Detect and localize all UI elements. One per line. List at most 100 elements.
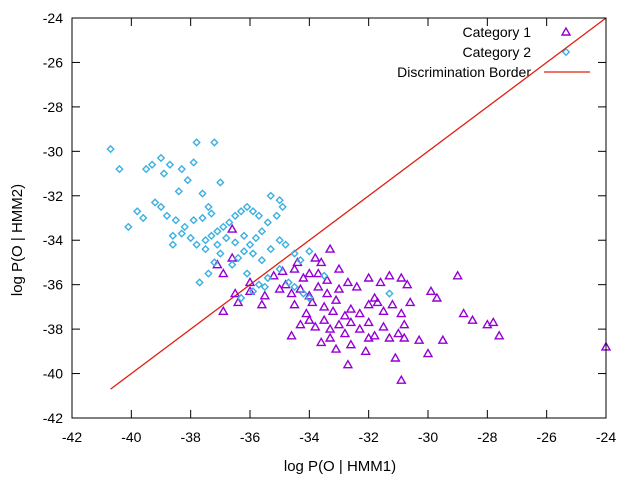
category-1-point — [339, 328, 351, 338]
category-2-point — [239, 247, 249, 256]
category-2-point — [168, 240, 178, 249]
category-2-point — [165, 160, 175, 169]
x-tick-label: -28 — [477, 429, 497, 445]
category-2-point — [106, 144, 115, 154]
category-1-point — [363, 332, 374, 342]
category-1-point — [375, 277, 386, 287]
category-2-point — [281, 240, 290, 249]
category-1-point — [218, 268, 229, 278]
category-2-point — [225, 218, 234, 227]
category-1-point — [339, 310, 351, 320]
category-1-point — [324, 332, 336, 342]
category-1-point — [298, 272, 309, 282]
category-2-point — [189, 216, 198, 225]
category-2-point — [115, 164, 124, 174]
category-1-point — [304, 268, 315, 278]
category-2-point — [174, 187, 183, 196]
category-1-point — [422, 348, 434, 358]
category-1-point — [378, 321, 389, 331]
category-1-point — [324, 243, 336, 253]
category-2-point — [263, 273, 272, 283]
category-2-point — [236, 293, 246, 303]
category-1-point — [404, 297, 416, 307]
category-2-point — [213, 240, 222, 249]
category-2-point — [150, 198, 160, 207]
category-2-point — [305, 247, 314, 256]
category-2-point — [266, 244, 275, 254]
category-2-point — [156, 153, 166, 163]
category-1-point — [289, 299, 300, 309]
category-2-point — [248, 249, 258, 258]
x-tick-label: -30 — [418, 429, 438, 445]
plot-frame — [71, 17, 607, 419]
category-2-point — [275, 196, 284, 205]
category-1-point — [431, 292, 443, 302]
category-2-point — [192, 138, 201, 147]
category-2-point — [275, 236, 284, 245]
category-2-point — [305, 293, 314, 303]
y-tick-label: -28 — [43, 99, 63, 115]
category-1-point — [390, 352, 401, 362]
category-1-point — [351, 281, 363, 291]
category-2-point — [257, 227, 267, 236]
category-1-point — [396, 374, 407, 384]
category-2-point — [222, 233, 231, 243]
plot-area — [106, 17, 612, 390]
legend-label-category-1: Category 1 — [463, 24, 532, 40]
category-2-point — [180, 222, 189, 232]
category-1-point — [310, 321, 321, 331]
category-1-point — [321, 274, 333, 284]
category-2-point — [263, 218, 272, 227]
category-1-point — [226, 223, 238, 233]
category-1-point — [345, 339, 357, 349]
category-1-point — [244, 277, 256, 287]
category-2-point — [266, 191, 275, 200]
category-2-point — [239, 231, 249, 240]
category-1-point — [467, 314, 478, 324]
y-tick-label: -34 — [43, 232, 63, 248]
category-1-point — [413, 334, 425, 344]
category-2-point — [201, 236, 210, 245]
category-2-point — [248, 207, 258, 216]
category-2-point — [192, 240, 201, 249]
category-2-point — [233, 253, 243, 263]
category-2-point — [171, 216, 181, 225]
category-2-point — [272, 211, 281, 220]
legend-label-border: Discrimination Border — [397, 64, 531, 80]
category-1-point — [425, 285, 437, 296]
category-1-point — [256, 299, 268, 309]
category-1-point — [333, 319, 345, 329]
category-1-point — [399, 332, 410, 342]
y-tick-label: -42 — [43, 410, 63, 426]
category-1-point — [399, 319, 410, 329]
category-2-point — [141, 164, 151, 174]
y-tick-label: -38 — [43, 321, 63, 337]
category-1-point — [437, 334, 449, 344]
category-1-point — [286, 288, 297, 298]
category-1-point — [387, 299, 398, 309]
category-1-point — [286, 330, 297, 340]
category-2-point — [201, 244, 210, 254]
y-tick-label: -26 — [43, 54, 63, 70]
category-2-point — [168, 231, 178, 240]
category-1-point — [393, 328, 404, 338]
category-2-point — [156, 202, 166, 212]
category-2-point — [275, 264, 284, 274]
category-2-point — [207, 209, 216, 218]
category-1-point — [354, 323, 365, 333]
category-1-point — [396, 308, 407, 318]
x-tick-label: -38 — [181, 429, 201, 445]
x-tick-label: -36 — [240, 429, 260, 445]
category-1-point — [330, 343, 342, 353]
category-1-point — [315, 257, 327, 267]
category-2-point — [204, 202, 213, 212]
category-1-point — [310, 252, 321, 262]
category-2-point — [296, 256, 305, 265]
legend: Category 1 Category 2 Discrimination Bor… — [397, 24, 590, 80]
category-1-point — [327, 305, 339, 316]
category-1-point — [232, 297, 244, 307]
category-1-point — [289, 263, 300, 273]
category-1-point — [488, 317, 499, 327]
category-2-point — [254, 211, 264, 220]
category-1-point — [218, 305, 229, 316]
